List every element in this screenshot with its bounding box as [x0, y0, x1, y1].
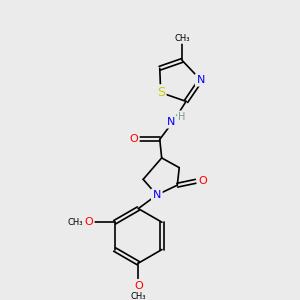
Text: N: N [196, 75, 205, 85]
Text: N: N [167, 117, 175, 127]
Text: CH₃: CH₃ [174, 34, 190, 43]
Text: S: S [157, 86, 165, 99]
Text: O: O [198, 176, 207, 186]
Text: N: N [153, 190, 161, 200]
Text: O: O [129, 134, 138, 144]
Text: O: O [134, 280, 143, 291]
Text: CH₃: CH₃ [130, 292, 146, 300]
Text: CH₃: CH₃ [68, 218, 83, 227]
Text: H: H [178, 112, 186, 122]
Text: O: O [84, 217, 93, 227]
